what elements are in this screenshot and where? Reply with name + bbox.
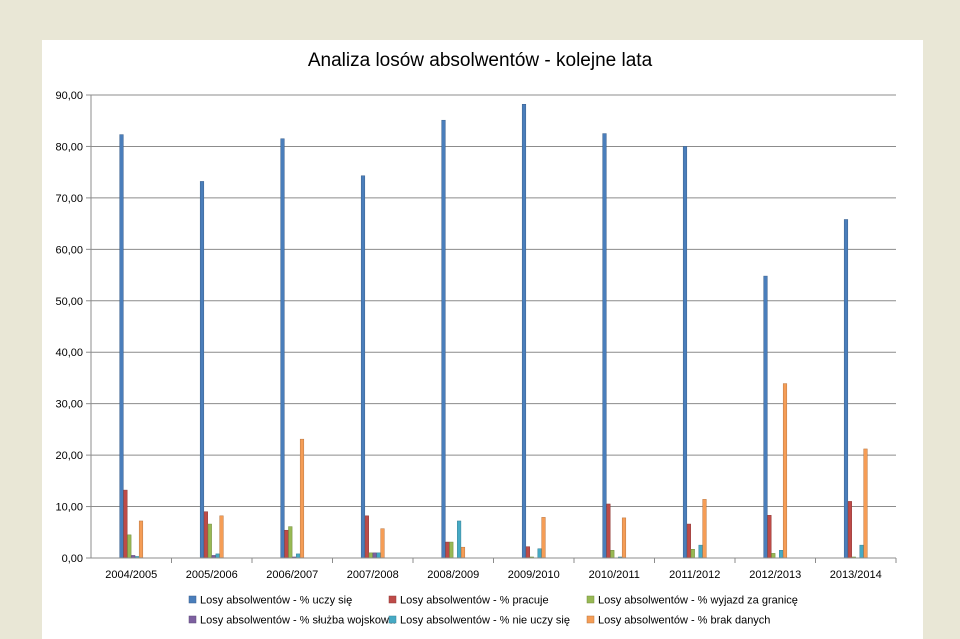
bar (621, 517, 627, 559)
bar (771, 553, 776, 559)
bar (763, 275, 768, 559)
bar (215, 553, 220, 559)
y-tick-label: 20,00 (55, 450, 83, 462)
y-tick-label: 30,00 (55, 399, 83, 411)
legend-swatch (586, 615, 595, 624)
bar (441, 119, 446, 559)
y-tick-label: 90,00 (55, 90, 83, 102)
bar (602, 133, 607, 559)
y-tick-label: 40,00 (55, 347, 83, 359)
y-tick-label: 0,00 (62, 553, 83, 565)
bar (682, 146, 688, 559)
bar (380, 528, 385, 559)
bar (767, 515, 772, 559)
bar (138, 520, 144, 559)
bar (364, 515, 369, 559)
x-tick-label: 2011/2012 (669, 569, 720, 581)
bar (207, 523, 212, 559)
bar (690, 549, 695, 559)
legend-swatch (188, 615, 197, 624)
bar (537, 548, 542, 559)
x-tick-label: 2009/2010 (508, 569, 560, 581)
bar (368, 552, 373, 559)
legend-label: Losy absolwentów - % nie uczy się (400, 615, 570, 627)
bar (686, 523, 691, 559)
gridlines (91, 94, 896, 559)
legend-label: Losy absolwentów - % brak danych (598, 615, 770, 627)
bar (127, 534, 132, 559)
bar (203, 511, 208, 559)
x-tick-label: 2007/2008 (347, 569, 399, 581)
bar (863, 448, 868, 559)
x-tick-label: 2005/2006 (186, 569, 238, 581)
legend-label: Losy absolwentów - % pracuje (400, 595, 549, 607)
bar (698, 544, 703, 559)
x-tick-label: 2006/2007 (266, 569, 318, 581)
x-axis-ticks: 2004/2005 2005/2006 2006/2007 2007/2008 2008… (105, 569, 882, 581)
bar (779, 550, 784, 559)
legend-label: Losy absolwentów - % wyjazd za granicę (598, 595, 798, 607)
y-axis-ticks: 0,00 10,00 20,00 30,00 40,00 50,00 60,00 70,00 8… (55, 90, 83, 565)
legend: Losy absolwentów - % uczy się Losy absolw… (188, 595, 798, 627)
legend-label: Losy absolwentów - % służba wojskowa (200, 615, 396, 627)
x-tick-label: 2004/2005 (105, 569, 157, 581)
bar (521, 104, 527, 559)
bar (460, 546, 466, 559)
y-tick-label: 80,00 (55, 141, 83, 153)
bar (610, 550, 615, 559)
bar (606, 503, 611, 559)
bar (445, 541, 450, 559)
bar (457, 520, 462, 559)
x-tick-label: 2008/2009 (427, 569, 479, 581)
y-tick-label: 60,00 (55, 244, 83, 256)
bar (288, 526, 293, 559)
bar (376, 552, 381, 559)
bar (219, 515, 224, 559)
legend-swatch (586, 595, 595, 604)
bar (843, 219, 849, 559)
y-tick-label: 50,00 (55, 296, 83, 308)
x-tick-label: 2013/2014 (830, 569, 882, 581)
bar (199, 181, 205, 559)
bar (119, 134, 124, 559)
y-tick-label: 70,00 (55, 193, 83, 205)
bar (372, 552, 377, 559)
legend-swatch (188, 595, 197, 604)
x-tick-label: 2012/2013 (749, 569, 801, 581)
legend-swatch (388, 595, 397, 604)
bar (449, 541, 454, 559)
bar (525, 546, 530, 559)
bar (702, 499, 707, 559)
bar (541, 517, 546, 559)
y-tick-label: 10,00 (55, 502, 83, 514)
x-tick-label: 2010/2011 (589, 569, 640, 581)
bar (123, 489, 128, 559)
bar (284, 529, 289, 559)
chart-title: Analiza losów absolwentów - kolejne lata (307, 50, 653, 71)
bars (119, 104, 868, 559)
bar (782, 383, 788, 559)
bar (360, 175, 366, 559)
axes (86, 94, 897, 563)
bar (299, 438, 305, 559)
bar (296, 553, 301, 559)
bar (847, 501, 852, 559)
bar (280, 138, 285, 559)
chart-panel (42, 40, 923, 639)
bar (859, 544, 864, 559)
legend-label: Losy absolwentów - % uczy się (200, 595, 352, 607)
legend-swatch (388, 615, 397, 624)
